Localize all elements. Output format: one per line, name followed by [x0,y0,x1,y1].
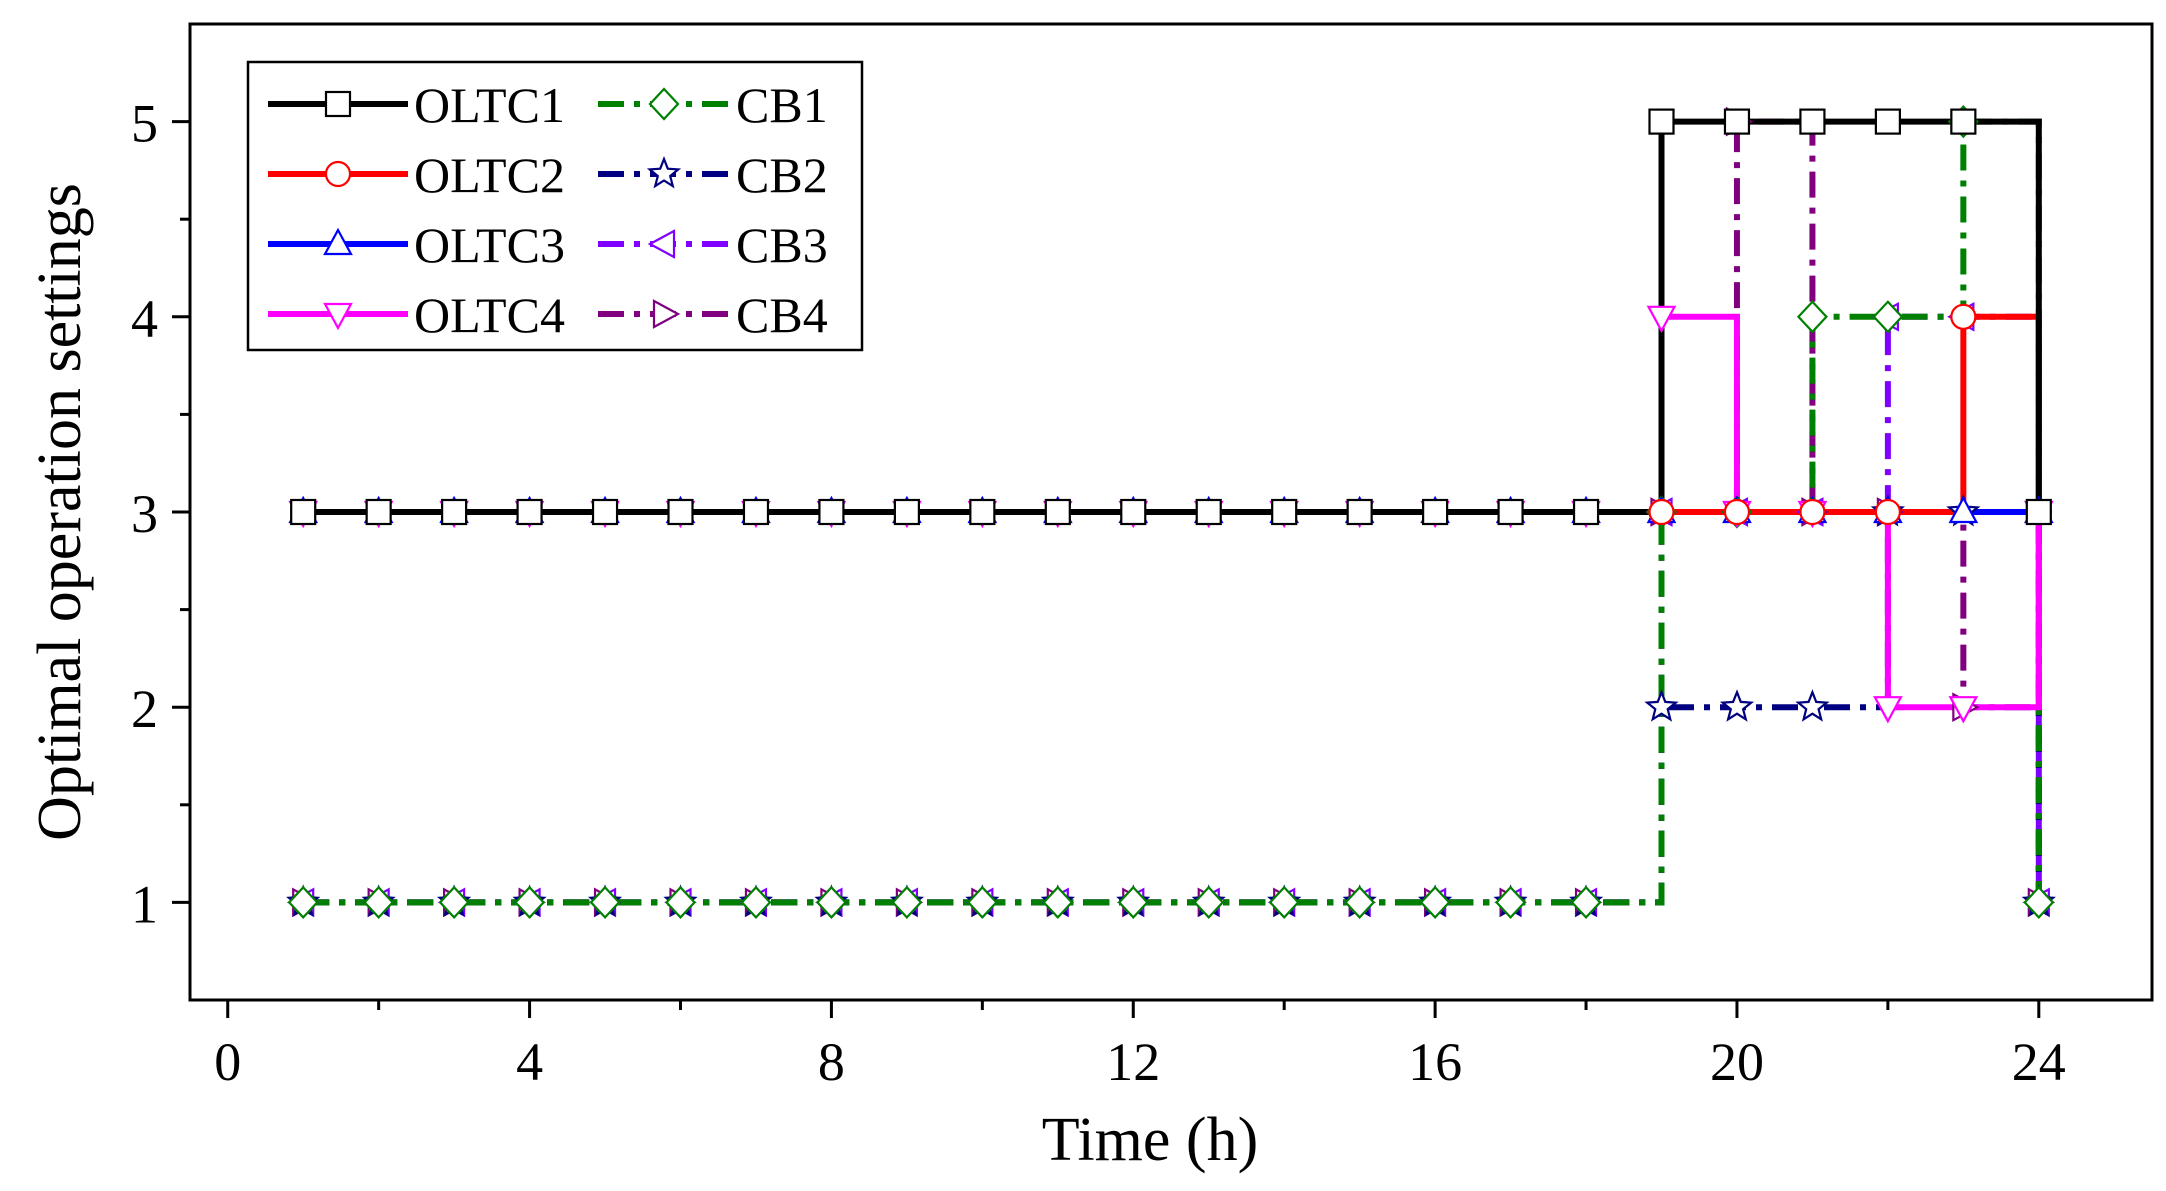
point-cb1 [1042,885,1074,920]
y-tick-label: 2 [131,679,158,739]
series-line-cb1 [303,118,2042,906]
legend-marker-oltc3 [323,227,353,256]
x-axis-label: Time (h) [1042,1106,1258,1174]
point-oltc1 [667,498,694,526]
point-oltc1 [591,498,619,526]
point-cb1 [891,885,923,920]
point-oltc1 [1195,498,1222,526]
point-oltc1 [893,498,920,526]
legend-marker-cb3 [647,229,676,259]
legend-marker-oltc1 [324,90,352,118]
point-oltc1 [1044,498,1071,526]
point-cb2 [1795,689,1830,722]
point-cb1 [1495,885,1527,920]
y-tick-label: 3 [131,484,158,544]
series-markers [286,104,2056,920]
point-oltc1 [818,498,845,526]
legend-label-oltc4: OLTC4 [414,287,565,343]
y-tick-label: 5 [131,94,158,154]
point-oltc4 [1948,696,1979,724]
legend-label-oltc1: OLTC1 [414,77,565,133]
point-cb1 [1872,300,1904,334]
point-oltc4 [1873,696,1903,724]
x-tick-label: 4 [516,1032,543,1092]
point-oltc2 [1648,498,1675,526]
point-cb1 [287,885,319,920]
legend-marker-cb1 [648,87,680,121]
legend-marker-cb4 [652,299,681,329]
point-oltc1 [1950,108,1977,135]
point-oltc1 [1874,108,1901,135]
series-layer [286,104,2056,920]
x-tick-label: 12 [1106,1032,1160,1092]
legend-label-cb2: CB2 [736,147,828,203]
point-cb1 [815,885,847,920]
point-oltc3 [1948,495,1979,524]
legend-box [246,60,864,352]
point-cb1 [740,885,772,920]
point-oltc1 [290,498,317,526]
y-axis-label: Optimal operation settings [26,183,94,841]
point-oltc2 [1950,303,1977,330]
point-cb1 [2023,885,2055,920]
point-cb1 [1570,885,1602,920]
point-oltc2 [1874,498,1901,526]
point-cb2 [1644,689,1679,722]
legend-label-oltc3: OLTC3 [414,217,565,273]
legend-marker-oltc4 [323,302,353,331]
point-cb1 [1117,885,1149,920]
point-oltc2 [1799,498,1826,526]
x-tick-label: 16 [1408,1032,1462,1092]
point-cb1 [589,885,621,920]
point-cb1 [1344,885,1376,920]
point-oltc1 [1422,498,1449,526]
point-oltc1 [2025,498,2052,526]
point-oltc1 [1346,498,1373,526]
legend-label-cb1: CB1 [736,77,828,133]
point-oltc1 [969,498,996,526]
x-tick-label: 24 [2012,1032,2066,1092]
x-tick-label: 0 [214,1032,241,1092]
point-oltc1 [1723,108,1751,135]
series-line-cb3 [303,313,2042,906]
point-cb1 [1193,885,1225,920]
point-cb1 [1419,885,1451,920]
y-tick-label: 4 [131,289,158,349]
legend-marker-cb2 [646,155,682,189]
legend-marker-oltc2 [324,160,352,188]
y-tick-label: 1 [131,874,158,934]
point-cb1 [438,885,470,920]
point-cb1 [514,885,546,920]
point-cb2 [1719,689,1755,722]
point-oltc1 [516,498,543,526]
point-cb1 [1796,300,1828,334]
x-tick-label: 8 [818,1032,845,1092]
point-cb1 [363,885,395,920]
point-oltc1 [1271,498,1298,526]
point-oltc1 [1120,498,1147,526]
legend: OLTC1 OLTC2 OLTC3 OLTC4 CB1 CB2 CB3 CB4 [246,60,864,352]
legend-label-oltc2: OLTC2 [414,147,565,203]
legend-label-cb3: CB3 [736,217,828,273]
point-cb1 [664,885,697,920]
point-oltc4 [1646,305,1677,334]
series-line-cb2 [303,509,2042,906]
x-tick-label: 20 [1710,1032,1764,1092]
point-oltc2 [1723,498,1751,526]
point-oltc1 [441,498,468,526]
point-oltc1 [365,498,392,526]
point-oltc1 [1648,108,1675,135]
point-cb1 [1268,885,1300,920]
point-oltc1 [742,498,770,526]
legend-label-cb4: CB4 [736,287,828,343]
point-oltc1 [1799,108,1826,135]
point-oltc1 [1497,498,1524,526]
point-oltc1 [1572,498,1600,526]
point-cb1 [966,885,998,920]
